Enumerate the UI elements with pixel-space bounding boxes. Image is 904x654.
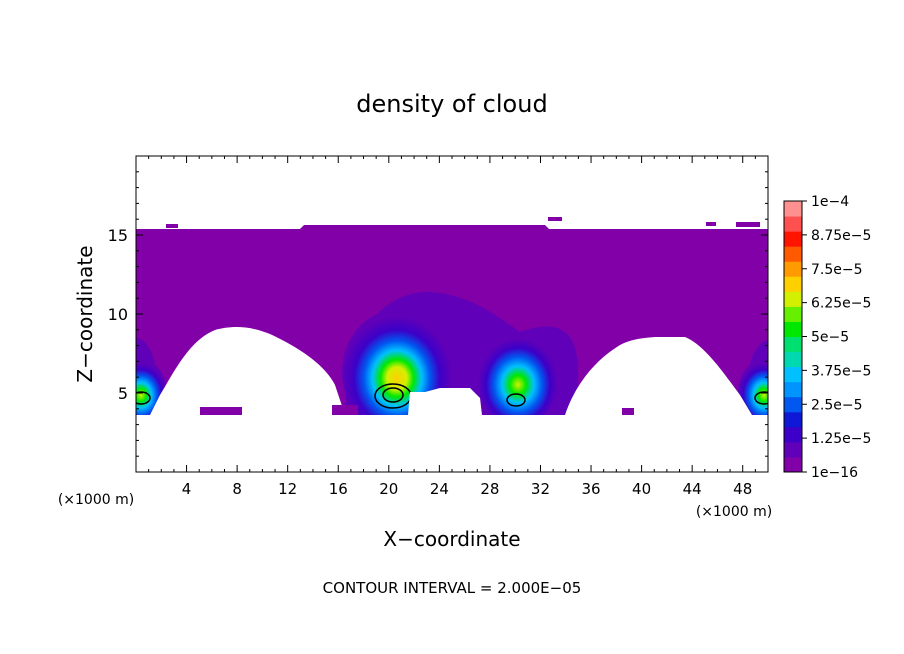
colorbar-swatch [784,321,802,337]
colorbar-label: 7.5e−5 [811,262,863,278]
x-unit-label-right: (×1000 m) [696,504,772,520]
cloud-fleck [622,408,634,415]
x-tick-label: 48 [733,480,752,498]
colorbar-swatch [784,261,802,277]
colorbar-swatch [784,426,802,443]
x-tick-label: 36 [581,480,600,498]
x-tick-label: 12 [278,480,297,498]
x-tick-label: 44 [683,480,702,498]
cloud-fleck [332,405,358,415]
x-tick-label: 24 [430,480,449,498]
contour-line [382,387,404,403]
x-ticks: 4 8 12 16 20 24 28 32 36 40 44 48 [148,156,756,498]
colorbar-label: 2.5e−5 [811,397,863,413]
colorbar-swatch [784,276,802,292]
colorbar-label: 1e−16 [811,465,858,481]
y-tick-label: 10 [108,305,128,324]
colorbar-label: 1e−4 [811,194,849,210]
cloud-fleck [706,222,716,226]
x-tick-label: 16 [329,480,348,498]
clear-air-region [408,388,482,415]
clear-air-region [136,415,768,472]
x-tick-label: 20 [379,480,398,498]
colorbar-swatch [784,306,802,322]
colorbar: 1e−16 1.25e−5 2.5e−5 3.75e−5 5e−5 6.25e−5 7.5e… [783,194,871,481]
x-tick-label: 4 [182,480,192,498]
x-axis-label: X−coordinate [383,527,520,551]
cloud-fleck [166,224,178,228]
colorbar-label: 5e−5 [811,330,849,346]
cloud-top-edge [300,225,549,229]
cloud-field [136,217,768,472]
contour-interval-note: CONTOUR INTERVAL = 2.000E−05 [323,579,582,597]
contour-line [136,391,151,405]
contour-line [506,393,526,407]
cloud-fleck [736,222,760,227]
contour-line [754,391,768,405]
colorbar-swatch [784,231,802,247]
y-tick-label: 5 [118,384,128,403]
chart-title: density of cloud [356,90,547,118]
colorbar-label: 1.25e−5 [811,431,871,447]
cloud-fleck [200,407,242,415]
colorbar-swatch [784,336,802,353]
colorbar-swatch [784,366,802,383]
x-tick-label: 40 [632,480,651,498]
core-30km [478,334,558,426]
colorbar-swatch [784,291,802,307]
y-tick-label: 15 [108,226,128,245]
colorbar-label: 6.25e−5 [811,296,871,312]
y-axis-label: Z−coordinate [73,245,97,382]
colorbar-swatch [784,216,802,232]
colorbar-label: 3.75e−5 [811,363,871,379]
y-ticks: 5 10 15 [108,171,768,457]
colorbar-swatch [784,396,802,413]
colorbar-swatch [784,381,802,398]
colorbar-swatch [784,441,802,458]
clear-air-region [150,327,345,415]
colorbar-swatch [784,411,802,428]
clear-air-region [565,337,752,415]
colorbar-swatch [784,456,802,473]
x-tick-label: 8 [232,480,242,498]
cloud-fleck [548,217,562,221]
x-tick-label: 28 [480,480,499,498]
x-unit-label-left: (×1000 m) [58,492,134,508]
colorbar-swatch [784,201,802,217]
colorbar-label: 8.75e−5 [811,228,871,244]
colorbar-swatch [784,351,802,368]
x-tick-label: 32 [531,480,550,498]
colorbar-swatch [784,246,802,262]
